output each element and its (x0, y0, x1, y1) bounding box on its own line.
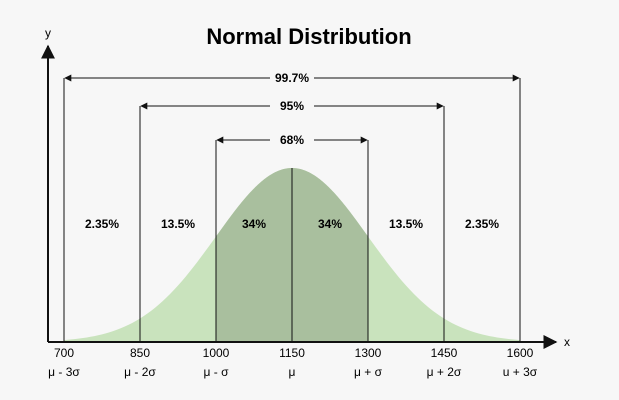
region-percentage: 13.5% (389, 217, 423, 231)
region-percentage: 34% (318, 217, 342, 231)
sigma-label: u + 3σ (503, 365, 538, 379)
x-tick-labels: 700 850 1000 1150 1300 1450 1600 (54, 346, 534, 360)
chart-title: Normal Distribution (206, 24, 411, 49)
x-axis-label: x (564, 335, 570, 349)
x-tick-label: 1000 (203, 346, 230, 360)
x-tick-label: 850 (130, 346, 150, 360)
x-tick-label: 1450 (431, 346, 458, 360)
x-tick-label: 1300 (355, 346, 382, 360)
region-percentage: 13.5% (161, 217, 195, 231)
sigma-label: μ - σ (204, 365, 230, 379)
sigma-labels: μ - 3σ μ - 2σ μ - σ μ μ + σ μ + 2σ u + 3σ (48, 365, 538, 379)
sigma-label: μ - 3σ (48, 365, 80, 379)
sigma-label: μ (289, 365, 296, 379)
sigma-label: μ + 2σ (427, 365, 462, 379)
range-label-95%: 95% (280, 99, 304, 113)
range-arrows: 68% 95% 99.7% (64, 71, 520, 147)
sigma-label: μ - 2σ (124, 365, 156, 379)
region-percentage: 2.35% (85, 217, 119, 231)
y-axis-label: y (45, 26, 51, 40)
x-tick-label: 1150 (279, 346, 305, 360)
sigma-vertical-lines (63, 78, 521, 342)
range-label-68%: 68% (280, 133, 304, 147)
x-tick-label: 1600 (507, 346, 534, 360)
range-label-99.7%: 99.7% (275, 71, 309, 85)
region-percentage: 34% (242, 217, 266, 231)
region-percentage: 2.35% (465, 217, 499, 231)
sigma-label: μ + σ (354, 365, 383, 379)
x-tick-label: 700 (54, 346, 74, 360)
region-percentages: 2.35% 13.5% 34% 34% 13.5% 2.35% (85, 217, 499, 231)
